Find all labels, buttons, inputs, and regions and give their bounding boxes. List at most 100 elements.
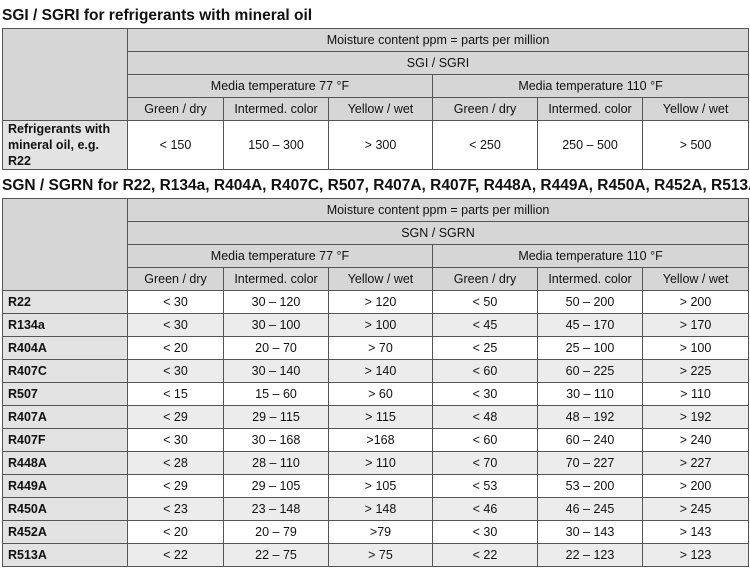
cell: < 20 [127, 336, 224, 360]
cell: > 227 [641, 451, 750, 475]
data-row: R407F < 30 30 – 168 >168 < 60 60 – 240 > 240 [2, 428, 750, 452]
cell: > 200 [641, 290, 750, 314]
header-cell: Moisture content ppm = parts per million [126, 28, 750, 52]
cell: > 140 [328, 359, 433, 383]
cell: 23 – 148 [223, 497, 329, 521]
header-cell: SGI / SGRI [126, 51, 750, 75]
row-label: R404A [2, 336, 128, 360]
cell: < 28 [127, 451, 224, 475]
data-row: R448A < 28 28 – 110 > 110 < 70 70 – 227 > 227 [2, 451, 750, 475]
cell: < 30 [432, 382, 538, 406]
cell: 22 – 123 [537, 543, 643, 567]
cell: > 110 [641, 382, 750, 406]
header-cell: Media temperature 77 °F [127, 74, 433, 98]
table-block: SGN / SGRN for R22, R134a, R404A, R407C,… [2, 174, 750, 567]
cell: > 105 [328, 474, 433, 498]
cell: > 75 [328, 543, 433, 567]
column-header: Intermed. color [537, 267, 643, 291]
cell: < 22 [432, 543, 538, 567]
header-row: Green / dry Intermed. color Yellow / wet Gr… [3, 97, 750, 121]
column-header: Yellow / wet [641, 267, 750, 291]
cell: < 45 [432, 313, 538, 337]
data-row: Refrigerants with mineral oil, e.g. R22 <… [2, 120, 750, 170]
cell: 22 – 75 [223, 543, 329, 567]
row-label: R407F [2, 428, 128, 452]
cell: > 245 [641, 497, 750, 521]
data-row: R407A < 29 29 – 115 > 115 < 48 48 – 192 > 192 [2, 405, 750, 429]
column-header: Green / dry [127, 267, 224, 291]
header-row: Media temperature 77 °F Media temperature… [3, 244, 750, 268]
cell: < 30 [127, 290, 224, 314]
row-label: R449A [2, 474, 128, 498]
cell: 53 – 200 [537, 474, 643, 498]
cell: 50 – 200 [537, 290, 643, 314]
cell: 30 – 120 [223, 290, 329, 314]
cell: > 500 [641, 120, 750, 170]
cell: > 110 [328, 451, 433, 475]
data-row: R507 < 15 15 – 60 > 60 < 30 30 – 110 > 110 [2, 382, 750, 406]
cell: < 70 [432, 451, 538, 475]
cell: < 60 [432, 428, 538, 452]
cell: < 30 [127, 359, 224, 383]
cell: 20 – 79 [223, 520, 329, 544]
data-row: R452A < 20 20 – 79 >79 < 30 30 – 143 > 143 [2, 520, 750, 544]
row-label: R134a [2, 313, 128, 337]
header-cell: Media temperature 110 °F [431, 244, 750, 268]
cell: < 29 [127, 474, 224, 498]
cell: 30 – 110 [537, 382, 643, 406]
header-cell: Moisture content ppm = parts per million [126, 198, 750, 222]
row-label: R448A [2, 451, 128, 475]
row-label: R22 [2, 290, 128, 314]
table-title: SGI / SGRI for refrigerants with mineral… [2, 7, 313, 24]
row-label: R507 [2, 382, 128, 406]
table-title: SGN / SGRN for R22, R134a, R404A, R407C,… [2, 177, 750, 194]
row-label: R450A [2, 497, 128, 521]
column-header: Yellow / wet [328, 97, 433, 121]
cell: < 30 [127, 428, 224, 452]
cell: 29 – 105 [223, 474, 329, 498]
cell: 250 – 500 [537, 120, 643, 170]
cell: < 60 [432, 359, 538, 383]
row-label: R407A [2, 405, 128, 429]
cell: 30 – 100 [223, 313, 329, 337]
data-row: R450A < 23 23 – 148 > 148 < 46 46 – 245 > 245 [2, 497, 750, 521]
cell: > 148 [328, 497, 433, 521]
cell: < 250 [432, 120, 538, 170]
cell: 150 – 300 [223, 120, 329, 170]
cell: 60 – 240 [537, 428, 643, 452]
cell: < 23 [127, 497, 224, 521]
cell: > 123 [641, 543, 750, 567]
cell: < 15 [127, 382, 224, 406]
cell: 70 – 227 [537, 451, 643, 475]
cell: < 150 [127, 120, 224, 170]
cell: 30 – 143 [537, 520, 643, 544]
data-row: R513A < 22 22 – 75 > 75 < 22 22 – 123 > 123 [2, 543, 750, 567]
table-block: SGI / SGRI for refrigerants with mineral… [2, 4, 750, 170]
cell: 29 – 115 [223, 405, 329, 429]
cell: > 143 [641, 520, 750, 544]
cell: < 50 [432, 290, 538, 314]
data-row: R134a < 30 30 – 100 > 100 < 45 45 – 170 > 170 [2, 313, 750, 337]
cell: < 29 [127, 405, 224, 429]
column-header: Green / dry [432, 97, 538, 121]
cell: < 22 [127, 543, 224, 567]
data-row: R404A < 20 20 – 70 > 70 < 25 25 – 100 > 100 [2, 336, 750, 360]
column-header: Yellow / wet [641, 97, 750, 121]
cell: < 30 [127, 313, 224, 337]
header-cell: Media temperature 110 °F [431, 74, 750, 98]
cell: > 225 [641, 359, 750, 383]
cell: 48 – 192 [537, 405, 643, 429]
cell: < 46 [432, 497, 538, 521]
column-header: Green / dry [127, 97, 224, 121]
cell: > 100 [641, 336, 750, 360]
cell: 15 – 60 [223, 382, 329, 406]
cell: < 25 [432, 336, 538, 360]
column-header: Intermed. color [537, 97, 643, 121]
column-header: Intermed. color [223, 267, 329, 291]
cell: > 192 [641, 405, 750, 429]
cell: 25 – 100 [537, 336, 643, 360]
column-header: Yellow / wet [328, 267, 433, 291]
data-row: R22 < 30 30 – 120 > 120 < 50 50 – 200 > 200 [2, 290, 750, 314]
row-label: R452A [2, 520, 128, 544]
header-row: Green / dry Intermed. color Yellow / wet Gr… [3, 267, 750, 291]
